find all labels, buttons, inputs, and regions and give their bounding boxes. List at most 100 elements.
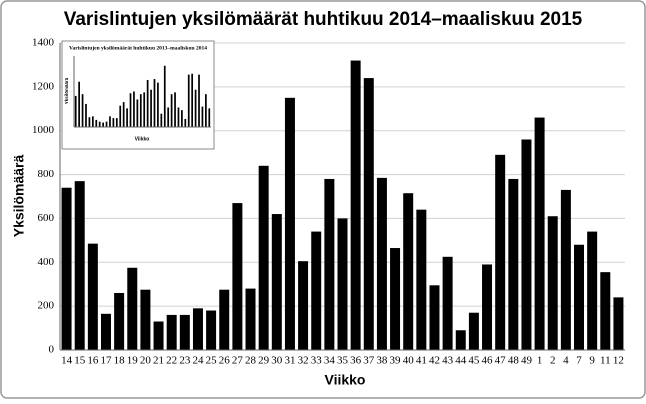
x-tick-label: 11 — [600, 355, 611, 367]
bar — [153, 321, 164, 350]
bar — [219, 289, 230, 350]
bar — [95, 119, 98, 127]
bar — [600, 272, 611, 350]
bar — [88, 117, 91, 127]
bar — [337, 218, 348, 350]
x-tick-label: 22 — [166, 355, 177, 367]
bar — [311, 231, 322, 350]
bar — [284, 97, 295, 350]
bar — [201, 106, 204, 127]
bar — [184, 119, 187, 127]
x-tick-label: 15 — [74, 355, 86, 367]
x-tick-label: 39 — [390, 355, 402, 367]
y-tick-label: 1000 — [32, 124, 55, 136]
x-tick-label: 4 — [563, 355, 569, 367]
bar — [91, 116, 94, 127]
bar — [376, 177, 387, 350]
bar — [74, 95, 77, 127]
bar — [166, 314, 177, 350]
bar — [160, 113, 163, 127]
bar — [163, 65, 166, 127]
x-axis-title: Viikko — [325, 372, 366, 388]
bar — [179, 314, 190, 350]
x-tick-label: 32 — [298, 355, 309, 367]
bar — [157, 82, 159, 127]
bar — [133, 91, 135, 127]
bar — [495, 154, 506, 350]
x-tick-label: 28 — [245, 355, 257, 367]
bar — [177, 107, 180, 127]
bar — [143, 92, 146, 127]
bar — [350, 60, 361, 351]
bar — [85, 103, 87, 127]
bar — [191, 73, 194, 127]
bar — [194, 89, 197, 127]
bar — [127, 267, 138, 350]
x-tick-label: 37 — [363, 355, 375, 367]
bar — [174, 92, 176, 127]
bar — [245, 288, 256, 350]
x-tick-label: 7 — [576, 355, 582, 367]
y-tick-label: 0 — [49, 344, 55, 356]
y-tick-label: 400 — [38, 256, 55, 268]
inset-frame — [61, 40, 215, 150]
bar — [109, 116, 111, 127]
bar — [74, 181, 85, 350]
bar — [102, 122, 104, 127]
x-tick-label: 33 — [311, 355, 323, 367]
bar — [115, 118, 118, 127]
x-tick-label: 45 — [468, 355, 480, 367]
y-tick-label: 200 — [38, 300, 55, 312]
x-tick-label: 31 — [284, 355, 295, 367]
bar — [205, 94, 207, 127]
x-tick-label: 43 — [442, 355, 454, 367]
bar — [146, 79, 149, 127]
bar — [534, 117, 545, 350]
x-tick-label: 9 — [589, 355, 595, 367]
bar — [129, 93, 132, 127]
x-tick-label: 44 — [455, 355, 467, 367]
x-tick-label: 27 — [232, 355, 244, 367]
x-tick-label: 17 — [100, 355, 112, 367]
x-tick-label: 23 — [179, 355, 191, 367]
bar — [403, 193, 414, 350]
bar — [416, 209, 427, 350]
x-tick-label: 21 — [153, 355, 164, 367]
bar — [363, 78, 374, 350]
bar — [390, 248, 401, 350]
x-tick-label: 25 — [206, 355, 218, 367]
y-axis-title: Yksilömäärä — [64, 77, 69, 104]
chart-title: Varislintujen yksilömäärät huhtikuu 2014… — [64, 9, 583, 30]
bar — [114, 292, 125, 350]
bar — [167, 107, 170, 127]
x-tick-label: 49 — [521, 355, 533, 367]
chart-title: Varislintujen yksilömäärät huhtikuu 2013… — [69, 45, 207, 51]
bar — [613, 297, 624, 350]
x-tick-label: 36 — [350, 355, 362, 367]
bar — [181, 110, 183, 127]
bar — [112, 118, 115, 127]
bar — [574, 244, 585, 350]
x-tick-label: 18 — [114, 355, 126, 367]
x-tick-label: 29 — [258, 355, 270, 367]
y-tick-label: 1400 — [32, 37, 55, 49]
bar — [208, 108, 211, 127]
bar — [198, 74, 200, 127]
x-tick-label: 35 — [337, 355, 349, 367]
bar — [468, 312, 479, 350]
bar — [429, 285, 440, 350]
bar — [521, 139, 532, 350]
x-tick-label: 2 — [550, 355, 556, 367]
x-tick-label: 38 — [376, 355, 388, 367]
x-tick-label: 26 — [219, 355, 231, 367]
bar — [258, 165, 269, 350]
bar — [126, 108, 128, 127]
x-tick-label: 30 — [271, 355, 283, 367]
y-tick-label: 800 — [38, 168, 55, 180]
bar — [98, 121, 101, 127]
x-tick-label: 12 — [613, 355, 624, 367]
x-tick-label: 42 — [429, 355, 440, 367]
bar — [324, 178, 335, 350]
bar — [482, 264, 493, 350]
x-tick-label: 47 — [495, 355, 507, 367]
